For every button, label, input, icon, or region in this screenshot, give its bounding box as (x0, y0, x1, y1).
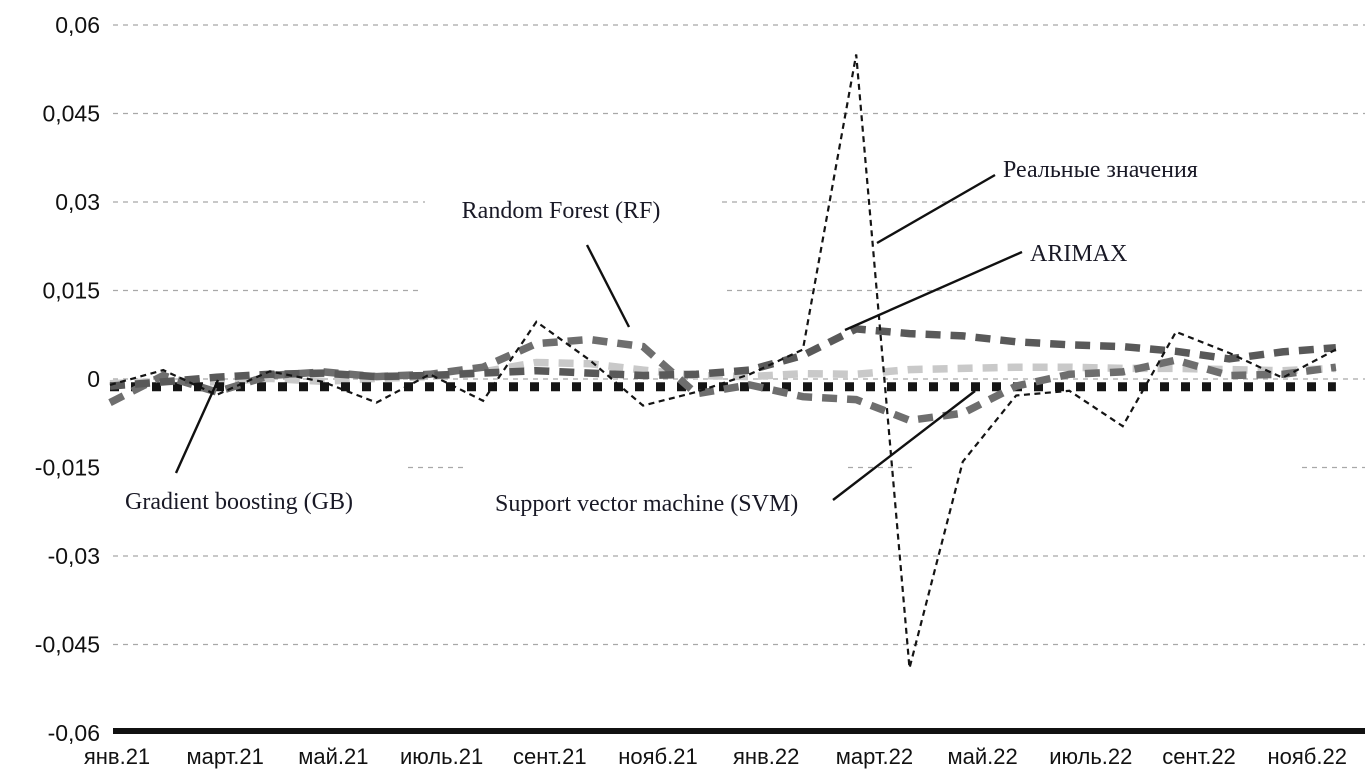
annotation-label-arimax: ARIMAX (1030, 241, 1127, 267)
y-axis-tick-label: 0,03 (55, 189, 100, 215)
y-axis-tick-label: -0,06 (48, 720, 100, 746)
x-axis-tick-label: сент.21 (513, 744, 587, 769)
x-axis-tick-label: нояб.21 (618, 744, 697, 769)
annotation-label-svm: Support vector machine (SVM) (495, 491, 798, 517)
annotation-pointer-arimax (844, 250, 1023, 332)
y-axis-tick-label: -0,03 (48, 543, 100, 569)
y-axis-tick-label: 0,06 (55, 12, 100, 38)
annotation-pointer-rf (585, 244, 631, 328)
x-axis-tick-label: март.22 (836, 744, 913, 769)
x-axis-tick-label: янв.22 (733, 744, 799, 769)
series-real-line (109, 54, 1337, 669)
annotation-pointer-real (876, 173, 996, 245)
annotation-label-real: Реальные значения (1003, 157, 1198, 183)
x-axis-tick-label: март.21 (187, 744, 264, 769)
x-axis-tick-label: май.22 (947, 744, 1017, 769)
x-axis-tick-label: июль.22 (1049, 744, 1132, 769)
y-axis-tick-label: 0 (87, 366, 100, 392)
x-axis-tick-label: июль.21 (400, 744, 483, 769)
series-arimax-line (109, 325, 1337, 390)
y-axis-tick-label: -0,045 (35, 632, 100, 658)
y-axis-tick-label: -0,015 (35, 455, 100, 481)
x-axis-tick-label: май.21 (298, 744, 368, 769)
series-gb-line (109, 358, 1337, 388)
annotation-pointer-svm (832, 390, 976, 501)
y-axis-tick-label: 0,015 (42, 278, 100, 304)
x-axis-tick-label: нояб.22 (1267, 744, 1346, 769)
x-axis-tick-label: янв.21 (84, 744, 150, 769)
annotation-pointer-gb (174, 379, 220, 474)
annotation-label-gb: Gradient boosting (GB) (125, 489, 353, 515)
y-axis-tick-label: 0,045 (42, 101, 100, 127)
annotation-label-rf: Random Forest (RF) (462, 198, 661, 224)
x-axis-tick-label: сент.22 (1162, 744, 1236, 769)
